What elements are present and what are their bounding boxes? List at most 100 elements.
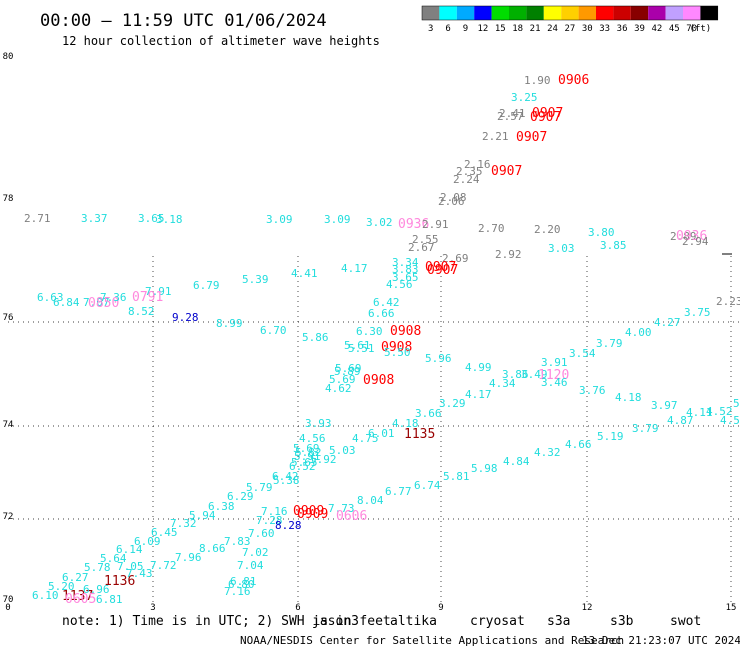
wave-height-label: 2.91 [422,218,449,231]
wave-height-label: 3.29 [439,397,466,410]
wave-height-label: 4.17 [341,262,368,275]
wave-height-label: 6.10 [32,589,59,602]
wave-height-label: 0907 [516,130,547,145]
wave-height-label: 5.69 [335,362,362,375]
legend-swatch [439,6,457,20]
legend-label: 27 [564,24,575,34]
wave-height-label: 5.19 [597,430,624,443]
legend-label: 21 [530,24,541,34]
wave-height-label: 0936 [676,229,707,244]
wave-height-label: 0850 [88,296,119,311]
wave-height-label: 4.11 [686,406,713,419]
x-tick-label: 0 [5,603,10,613]
wave-height-label: 7.02 [242,546,269,559]
wave-height-label: 0606 [336,509,367,524]
wave-height-label: 4.18 [615,391,642,404]
wave-height-label: 5.65 [291,456,318,469]
wave-height-label: 5.86 [302,331,329,344]
wave-height-label: 5.96 [425,352,452,365]
wave-height-label: 0907 [530,110,561,125]
legend-swatch [596,6,614,20]
wave-height-label: 1136 [104,574,135,589]
legend-label: 70 [686,24,697,34]
wave-height-label: 7.07 [83,296,110,309]
chart-title: 00:00 — 11:59 UTC 01/06/2024 [40,11,327,31]
legend-label: 33 [599,24,610,34]
legend-swatch [526,6,544,20]
wave-height-label: 8.28 [275,519,302,532]
wave-height-label: 6.63 [37,291,64,304]
wave-height-label: 6.66 [368,307,395,320]
color-legend: 3 6 9 12 15 18 21 24 27 30 33 36 39 42 45 70(ft) [421,5,719,34]
legend-swatch [509,6,527,20]
legend-label: 42 [651,24,662,34]
wave-height-label: 6.14 [116,543,143,556]
wave-height-label: 3.91 [541,356,568,369]
satellite-name: altika [390,614,437,629]
legend-label: 12 [477,24,488,34]
wave-height-label: 0907 [425,260,456,275]
wave-height-label: 7.04 [237,559,264,572]
wave-height-label: 5.39 [242,273,269,286]
wave-height-label: 4.27 [654,316,681,329]
legend-swatch [578,6,596,20]
x-tick-label: 12 [582,603,593,613]
wave-height-label: 7.32 [170,517,197,530]
wave-height-label: 0909 [293,504,324,519]
wave-height-label: 5.69 [329,373,356,386]
wave-height-label: 5.92 [310,453,337,466]
wave-height-label: 2.67 [408,241,435,254]
wave-height-label: 3.86 [502,368,529,381]
satellite-name: cryosat [470,614,525,629]
legend-swatch [491,6,509,20]
axis-ticks: 0 3 6 9 12 15 80 78 76 74 72 70 [3,52,737,613]
wave-height-label: 6.38 [208,500,235,513]
wave-height-label: 2.71 [24,212,51,225]
wave-height-label: 4.5 [720,414,740,427]
wave-height-label: 0908 [381,340,412,355]
wave-height-label: 3.66 [415,407,442,420]
wave-height-label: 2.21 [482,130,509,143]
legend-label: 9 [463,24,468,34]
wave-height-label: 0907 [491,164,522,179]
wave-height-label: 5.50 [384,346,411,359]
wave-height-label: 6.84 [53,296,80,309]
wave-height-label: 5.81 [443,470,470,483]
legend-swatch [422,6,440,20]
wave-height-label: 7.28 [256,514,283,527]
wave-height-label: 5.91 [294,450,321,463]
wave-height-label: 2.23 [716,295,740,308]
wave-height-label: 6.81 [230,575,257,588]
wave-height-label: 4.62 [325,382,352,395]
y-tick-label: 72 [3,512,14,522]
wave-height-label: 7.91 [145,285,172,298]
wave-height-label: 4.66 [565,438,592,451]
wave-height-label: 4.84 [503,455,530,468]
wave-height-label: 7.83 [224,535,251,548]
legend-swatch [630,6,649,20]
credit-right: 13 Dec 21:23:07 UTC 2024 [582,634,740,647]
wave-height-label: 3.93 [305,417,332,430]
legend-label: 45 [669,24,680,34]
legend-unit: (ft) [690,24,712,34]
wave-height-label: 4.87 [667,414,694,427]
wave-height-label: 4.34 [489,377,516,390]
wave-height-label: 2.24 [453,173,480,186]
wave-height-label: 5.38 [273,474,300,487]
wave-height-label: 3.46 [541,376,568,389]
wave-height-label: 3.65 [138,212,165,225]
wave-height-label: 7.16 [261,505,288,518]
wave-height-label: 4.99 [465,361,492,374]
wave-height-label: 5.82 [295,446,322,459]
wave-height-label: 3.83 [392,263,419,276]
wave-height-label: 2.94 [682,235,709,248]
wave-height-label: 7.16 [224,585,251,598]
legend-label: 36 [617,24,628,34]
wave-height-label: 3.79 [632,422,659,435]
wave-height-label: 2.06 [438,195,465,208]
wave-height-label: 5.98 [471,462,498,475]
y-tick-label: 78 [3,194,14,204]
note-text: note: 1) Time is in UTC; 2) SWH is in fe… [62,614,391,629]
wave-height-label: 2.55 [412,233,439,246]
legend-label: 18 [512,24,523,34]
